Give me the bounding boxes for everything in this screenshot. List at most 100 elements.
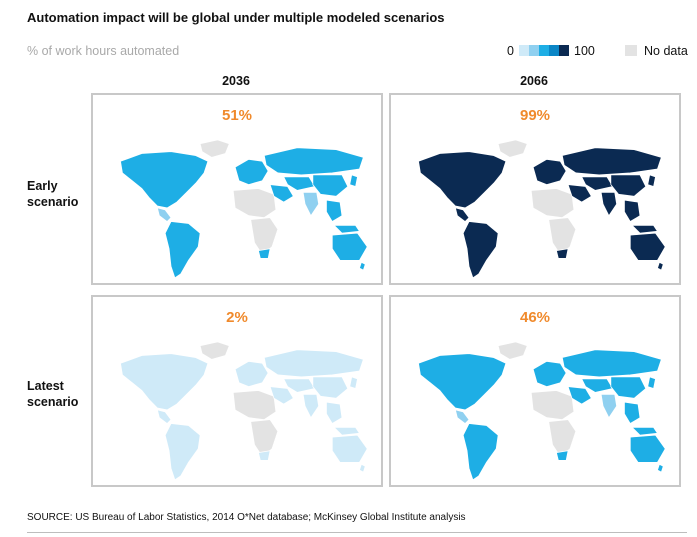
legend-swatch-1 bbox=[519, 45, 529, 56]
region-china bbox=[312, 376, 349, 399]
region-middle-east bbox=[269, 386, 294, 405]
region-new-zealand bbox=[656, 463, 664, 473]
region-south-america bbox=[164, 423, 201, 481]
region-south-america bbox=[164, 221, 201, 279]
region-greenland bbox=[199, 341, 230, 360]
region-china bbox=[312, 174, 349, 197]
region-central-america bbox=[454, 409, 470, 425]
region-north-america bbox=[418, 353, 507, 411]
map-panel-early-2036: 51% bbox=[91, 93, 383, 285]
region-middle-east bbox=[567, 386, 592, 405]
region-australia bbox=[331, 434, 368, 463]
region-indonesia bbox=[631, 225, 659, 234]
source-note: SOURCE: US Bureau of Labor Statistics, 2… bbox=[27, 512, 466, 523]
region-russia bbox=[561, 147, 662, 176]
legend-swatch-2 bbox=[529, 45, 539, 56]
region-india bbox=[302, 393, 320, 419]
region-south-africa bbox=[555, 248, 569, 259]
region-central-america bbox=[454, 207, 470, 223]
region-new-zealand bbox=[358, 463, 366, 473]
legend-min-label: 0 bbox=[507, 44, 514, 58]
region-russia bbox=[263, 349, 364, 378]
legend-swatch-5 bbox=[559, 45, 569, 56]
map-panel-early-2066: 99% bbox=[389, 93, 681, 285]
region-southern-africa bbox=[548, 419, 577, 458]
region-japan bbox=[647, 174, 656, 188]
region-central-asia bbox=[581, 176, 614, 191]
world-map bbox=[418, 139, 666, 279]
region-new-zealand bbox=[358, 261, 366, 271]
region-north-africa bbox=[530, 188, 575, 219]
region-central-asia bbox=[283, 176, 316, 191]
region-australia bbox=[629, 232, 666, 261]
row-header-latest: Latest scenario bbox=[27, 378, 87, 410]
region-north-america bbox=[418, 151, 507, 209]
region-southeast-asia bbox=[624, 401, 641, 425]
region-europe bbox=[532, 360, 567, 388]
region-russia bbox=[561, 349, 662, 378]
region-southern-africa bbox=[250, 419, 279, 458]
row-header-early: Early scenario bbox=[27, 178, 87, 210]
region-europe bbox=[234, 360, 269, 388]
region-central-america bbox=[156, 409, 172, 425]
region-southern-africa bbox=[250, 217, 279, 256]
region-europe bbox=[532, 158, 567, 186]
bottom-divider bbox=[27, 532, 687, 533]
region-greenland bbox=[199, 139, 230, 158]
legend-max-label: 100 bbox=[574, 44, 595, 58]
region-india bbox=[600, 191, 618, 217]
row-header-latest-line2: scenario bbox=[27, 395, 79, 409]
legend-swatch-3 bbox=[539, 45, 549, 56]
region-north-africa bbox=[232, 390, 277, 421]
world-map bbox=[120, 341, 368, 481]
region-india bbox=[600, 393, 618, 419]
region-middle-east bbox=[567, 184, 592, 203]
region-japan bbox=[349, 376, 358, 390]
region-indonesia bbox=[631, 427, 659, 436]
panel-value: 2% bbox=[226, 309, 248, 326]
chart-subtitle: % of work hours automated bbox=[27, 44, 180, 58]
region-central-asia bbox=[283, 378, 316, 393]
map-panel-latest-2036: 2% bbox=[91, 295, 383, 487]
map-panel-latest-2066: 46% bbox=[389, 295, 681, 487]
region-southern-africa bbox=[548, 217, 577, 256]
legend-nodata-label: No data bbox=[644, 44, 688, 58]
region-greenland bbox=[497, 341, 528, 360]
column-header-2036: 2036 bbox=[222, 74, 250, 88]
row-header-early-line2: scenario bbox=[27, 195, 79, 209]
region-china bbox=[610, 174, 647, 197]
region-japan bbox=[647, 376, 656, 390]
region-south-america bbox=[462, 221, 499, 279]
legend-nodata-swatch bbox=[625, 45, 637, 56]
region-north-africa bbox=[530, 390, 575, 421]
region-indonesia bbox=[333, 225, 361, 234]
legend: 0 100 No data bbox=[0, 42, 697, 60]
region-indonesia bbox=[333, 427, 361, 436]
region-india bbox=[302, 191, 320, 217]
chart-title: Automation impact will be global under m… bbox=[27, 10, 445, 25]
region-north-america bbox=[120, 151, 209, 209]
region-south-america bbox=[462, 423, 499, 481]
region-australia bbox=[331, 232, 368, 261]
legend-swatch-4 bbox=[549, 45, 559, 56]
region-new-zealand bbox=[656, 261, 664, 271]
region-china bbox=[610, 376, 647, 399]
region-south-africa bbox=[555, 450, 569, 461]
panel-value: 99% bbox=[519, 107, 551, 124]
region-australia bbox=[629, 434, 666, 463]
row-header-latest-line1: Latest bbox=[27, 379, 64, 393]
region-north-america bbox=[120, 353, 209, 411]
world-map bbox=[418, 341, 666, 481]
region-greenland bbox=[497, 139, 528, 158]
region-southeast-asia bbox=[326, 199, 343, 223]
row-header-early-line1: Early bbox=[27, 179, 58, 193]
region-japan bbox=[349, 174, 358, 188]
panel-value: 51% bbox=[221, 107, 253, 124]
column-header-2066: 2066 bbox=[520, 74, 548, 88]
region-southeast-asia bbox=[326, 401, 343, 425]
region-europe bbox=[234, 158, 269, 186]
region-central-asia bbox=[581, 378, 614, 393]
region-middle-east bbox=[269, 184, 294, 203]
world-map bbox=[120, 139, 368, 279]
region-southeast-asia bbox=[624, 199, 641, 223]
